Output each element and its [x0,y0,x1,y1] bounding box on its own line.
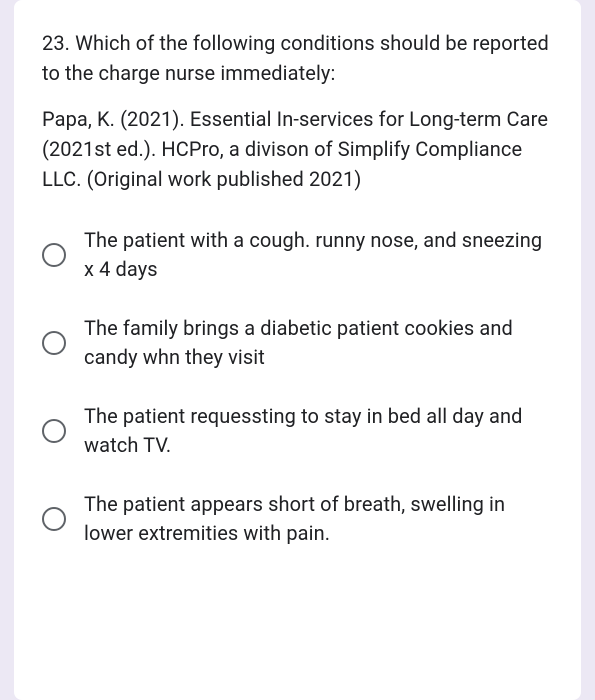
citation-text: Papa, K. (2021). Essential In-services f… [42,104,553,194]
options-group: The patient with a cough. runny nose, an… [42,226,553,548]
option-label: The patient requessting to stay in bed a… [84,402,553,460]
option-label: The family brings a diabetic patient coo… [84,314,553,372]
option-row[interactable]: The family brings a diabetic patient coo… [42,314,553,372]
radio-icon[interactable] [42,331,66,355]
radio-icon[interactable] [42,419,66,443]
radio-icon[interactable] [42,507,66,531]
option-label: The patient with a cough. runny nose, an… [84,226,553,284]
question-text: 23. Which of the following conditions sh… [42,28,553,88]
option-row[interactable]: The patient requessting to stay in bed a… [42,402,553,460]
option-row[interactable]: The patient with a cough. runny nose, an… [42,226,553,284]
option-row[interactable]: The patient appears short of breath, swe… [42,490,553,548]
question-card: 23. Which of the following conditions sh… [14,0,581,700]
radio-icon[interactable] [42,243,66,267]
option-label: The patient appears short of breath, swe… [84,490,553,548]
